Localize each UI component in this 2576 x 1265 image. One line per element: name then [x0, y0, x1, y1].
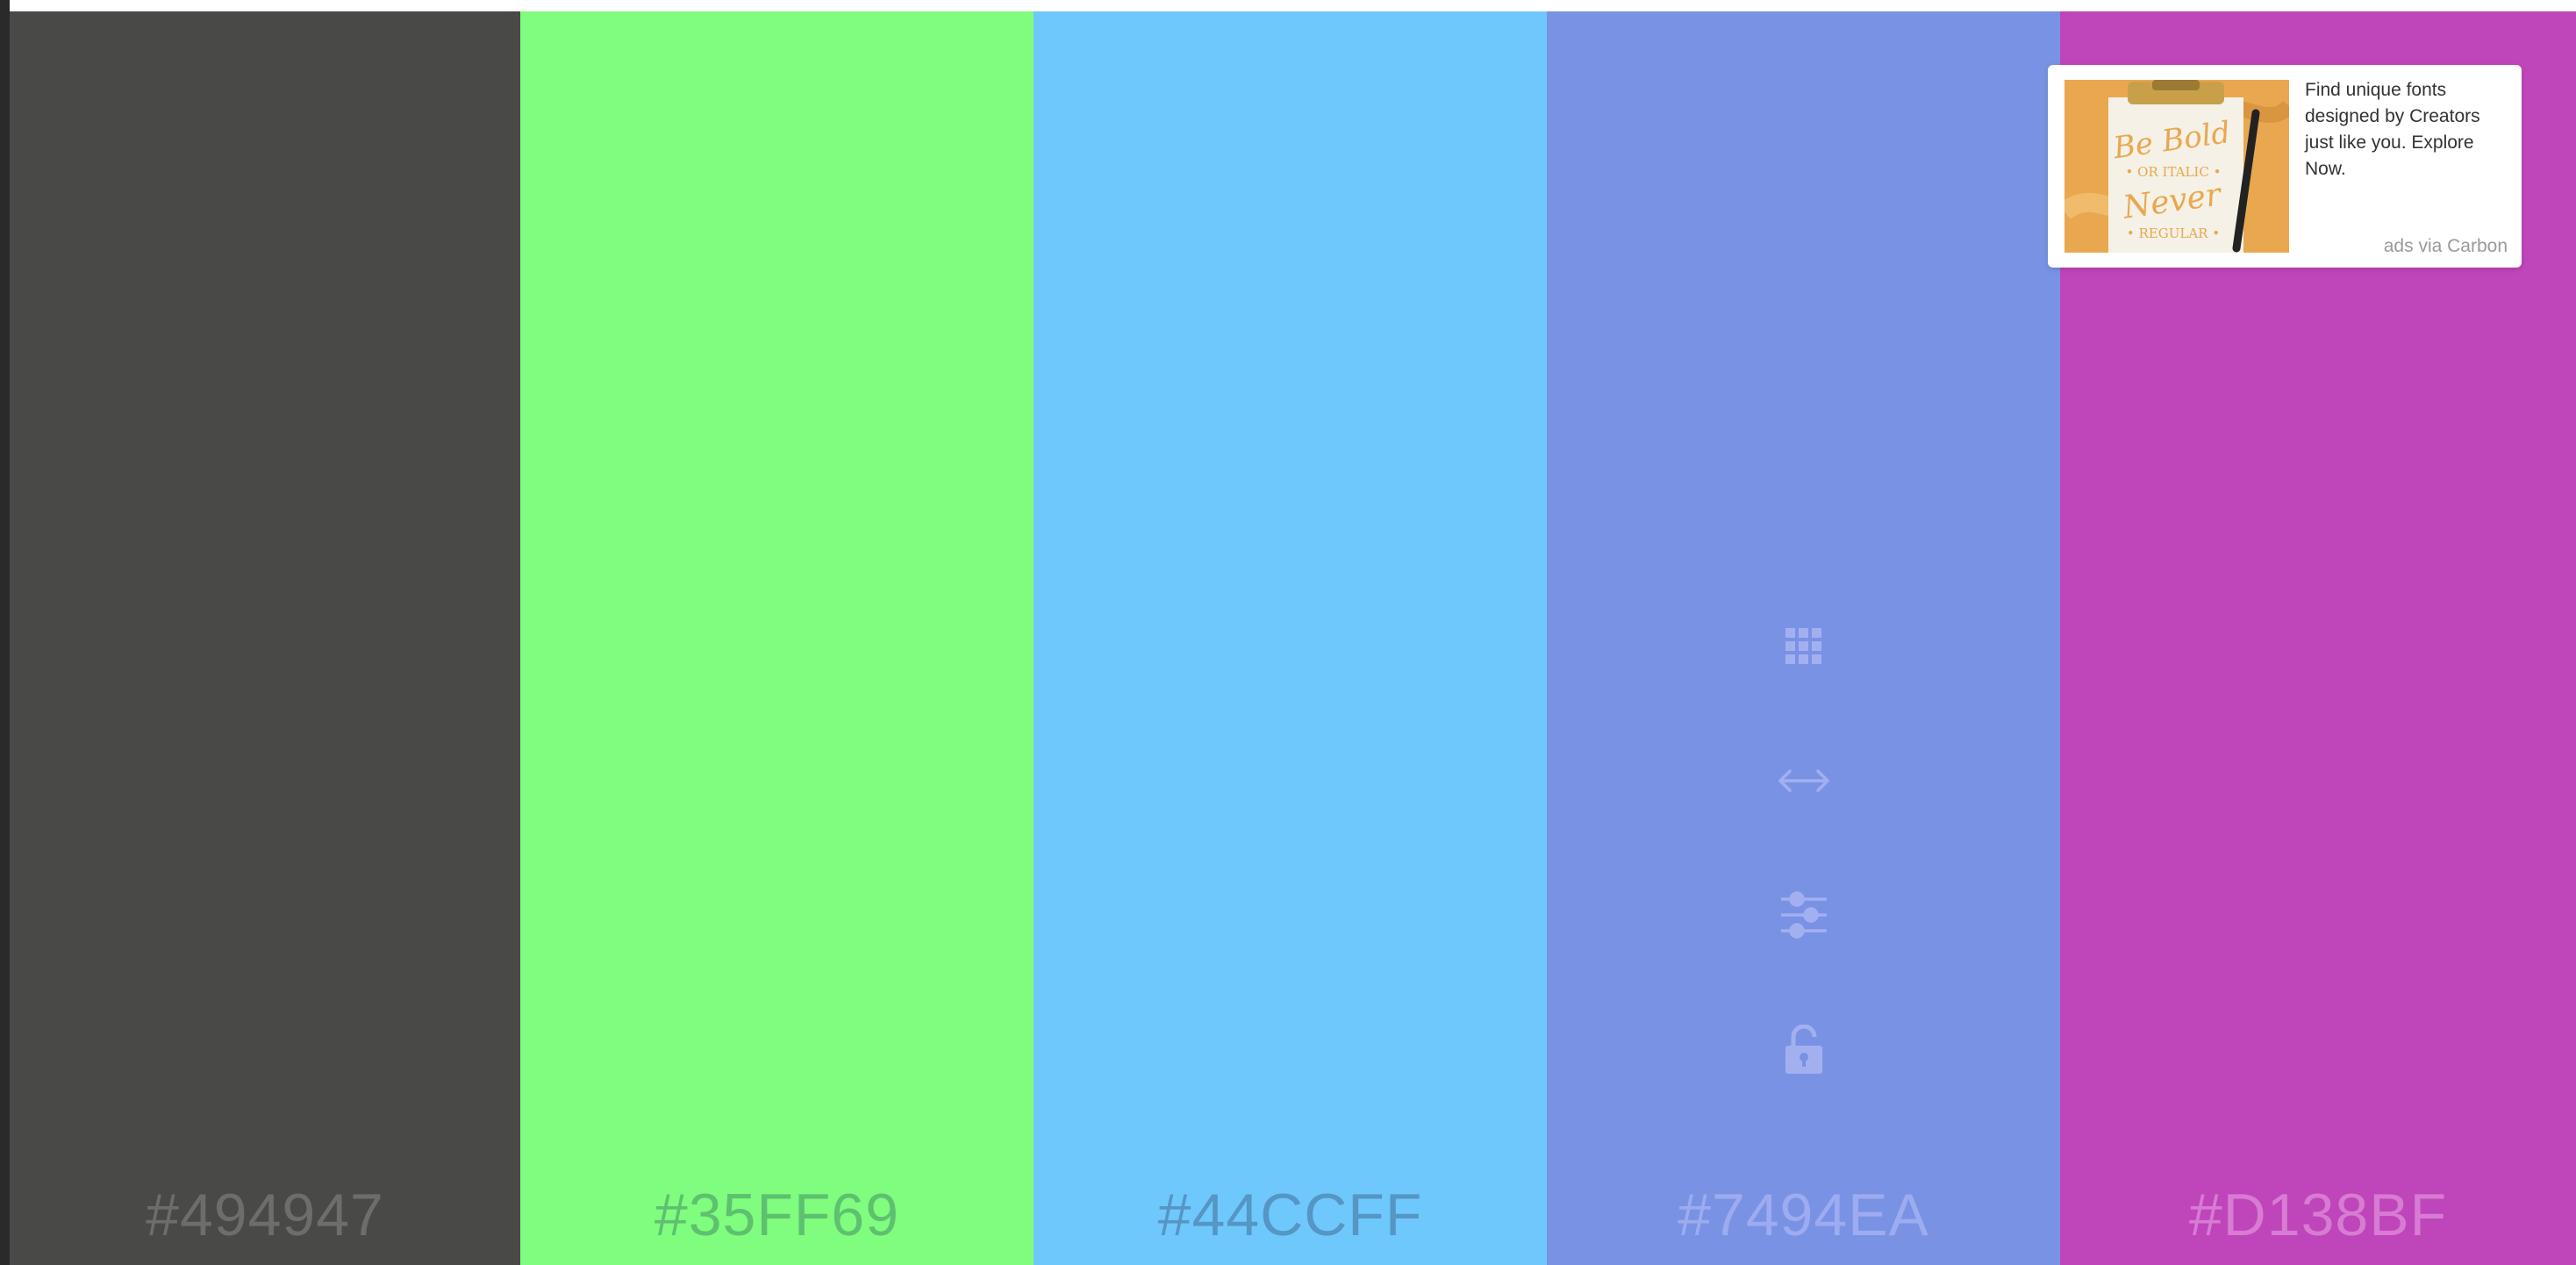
swatch-toolbar: [1547, 618, 2060, 1077]
hex-code-label[interactable]: #44CCFF: [1157, 1182, 1423, 1248]
color-swatch-3[interactable]: #44CCFF: [1034, 11, 1547, 1265]
grid-icon: [1785, 628, 1821, 664]
window-edge: [0, 0, 10, 1265]
color-swatch-4[interactable]: #7494EA: [1547, 11, 2060, 1265]
lock-icon: [1785, 1025, 1822, 1074]
shades-button[interactable]: [1776, 618, 1832, 675]
ads-via-carbon-link[interactable]: ads via Carbon: [2383, 236, 2508, 256]
top-bar: [10, 0, 2576, 11]
svg-text:• OR ITALIC •: • OR ITALIC •: [2126, 164, 2222, 180]
adjust-button[interactable]: [1776, 887, 1832, 943]
hex-code-label[interactable]: #35FF69: [654, 1182, 900, 1248]
hex-code-label[interactable]: #7494EA: [1678, 1182, 1929, 1248]
color-swatch-2[interactable]: #35FF69: [520, 11, 1034, 1265]
color-swatch-1[interactable]: #494947: [10, 11, 520, 1265]
ad-text[interactable]: Find unique fonts designed by Creators j…: [2305, 80, 2480, 179]
hex-code-label[interactable]: #D138BF: [2188, 1182, 2448, 1248]
carbon-ad[interactable]: Be Bold • OR ITALIC • Never • REGULAR • …: [2048, 65, 2522, 268]
drag-button[interactable]: [1776, 753, 1832, 809]
svg-text:• REGULAR •: • REGULAR •: [2127, 225, 2220, 241]
hex-code-label[interactable]: #494947: [146, 1182, 384, 1248]
ad-image[interactable]: Be Bold • OR ITALIC • Never • REGULAR •: [2064, 80, 2289, 253]
drag-arrows-icon: [1778, 769, 1829, 792]
adjust-sliders-icon: [1780, 891, 1827, 939]
lock-button[interactable]: [1776, 1021, 1832, 1077]
